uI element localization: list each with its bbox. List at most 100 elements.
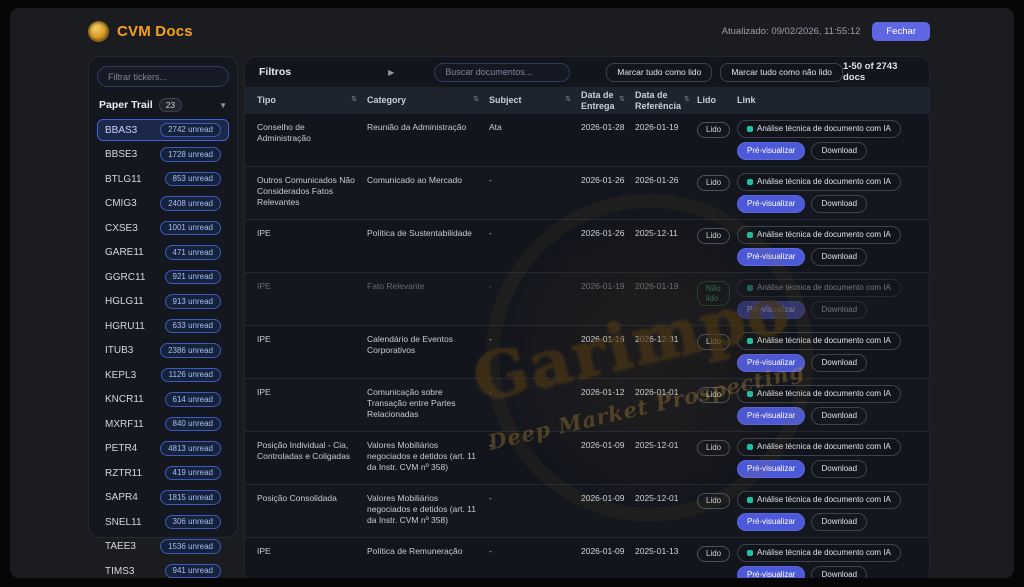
ai-icon: [747, 444, 753, 450]
preview-button[interactable]: Pré-visualizar: [737, 513, 806, 531]
unread-count-badge: 840 unread: [164, 416, 221, 432]
sidebar-ticker-item[interactable]: BBAS3 2742 unread: [97, 119, 229, 142]
cell-subject: -: [489, 387, 492, 397]
sidebar-ticker-item[interactable]: RZTR11 419 unread: [97, 462, 229, 484]
ai-icon: [747, 126, 753, 132]
ai-analysis-button[interactable]: Análise técnica de documento com IA: [737, 332, 901, 350]
cell-subject: -: [489, 175, 492, 185]
chevron-right-icon[interactable]: ▶: [388, 67, 395, 77]
paper-trail-header[interactable]: Paper Trail 23 ▼: [99, 98, 227, 113]
sidebar-ticker-item[interactable]: KEPL3 1126 unread: [97, 364, 229, 386]
download-button[interactable]: Download: [811, 142, 868, 160]
mark-all-unread-button[interactable]: Marcar tudo como não lido: [720, 62, 843, 82]
unread-count-badge: 2742 unread: [160, 122, 221, 138]
document-search-input[interactable]: [434, 62, 571, 82]
sidebar-ticker-item[interactable]: MXRF11 840 unread: [97, 413, 229, 435]
sidebar-ticker-item[interactable]: PETR4 4813 unread: [97, 438, 229, 460]
ai-analysis-button[interactable]: Análise técnica de documento com IA: [737, 279, 901, 297]
sidebar-ticker-item[interactable]: CMIG3 2408 unread: [97, 193, 229, 215]
column-header-category[interactable]: Category ⇅: [367, 95, 479, 106]
ai-analysis-button[interactable]: Análise técnica de documento com IA: [737, 385, 901, 403]
preview-button[interactable]: Pré-visualizar: [737, 142, 806, 160]
table-row: Posição Individual - Cia, Controladas e …: [245, 431, 929, 484]
column-header-data-de-entrega[interactable]: Data de Entrega ⇅: [581, 90, 625, 111]
cell-subject: -: [489, 493, 492, 503]
sort-icon[interactable]: ⇅: [351, 96, 357, 104]
preview-button[interactable]: Pré-visualizar: [737, 407, 806, 425]
cell-link: Análise técnica de documento com IA Pré-…: [737, 544, 917, 578]
preview-button[interactable]: Pré-visualizar: [737, 354, 806, 372]
sidebar-ticker-item[interactable]: SAPR4 1815 unread: [97, 487, 229, 509]
read-status-badge: Lido: [697, 228, 731, 244]
ai-analysis-button[interactable]: Análise técnica de documento com IA: [737, 544, 901, 562]
preview-button[interactable]: Pré-visualizar: [737, 301, 806, 319]
cell-tipo: Conselho de Administração: [257, 122, 311, 144]
download-button[interactable]: Download: [811, 248, 868, 266]
ticker-list: BBAS3 2742 unread BBSE3 1728 unread BTLG…: [97, 119, 229, 578]
preview-button[interactable]: Pré-visualizar: [737, 566, 806, 578]
preview-button[interactable]: Pré-visualizar: [737, 195, 806, 213]
sidebar-ticker-item[interactable]: SNEL11 306 unread: [97, 511, 229, 533]
ai-analysis-button[interactable]: Análise técnica de documento com IA: [737, 438, 901, 456]
cell-data-referencia: 2026-12-31: [635, 334, 679, 344]
ai-icon: [747, 179, 753, 185]
garimpo-logo-icon: [88, 20, 109, 42]
sidebar-ticker-item[interactable]: TIMS3 941 unread: [97, 560, 229, 578]
cell-tipo: Outros Comunicados Não Considerados Fato…: [257, 175, 355, 208]
download-button[interactable]: Download: [811, 460, 868, 478]
cell-category: Política de Remuneração: [367, 546, 463, 556]
cell-data-entrega: 2026-01-28: [581, 122, 625, 132]
column-header-lido: Lido: [697, 95, 716, 106]
ticker-filter-input[interactable]: [97, 66, 229, 87]
sidebar-ticker-item[interactable]: HGRU11 633 unread: [97, 315, 229, 337]
sidebar-ticker-item[interactable]: GARE11 471 unread: [97, 242, 229, 264]
cell-data-entrega: 2026-01-26: [581, 228, 625, 238]
ai-analysis-button[interactable]: Análise técnica de documento com IA: [737, 120, 901, 138]
sidebar-ticker-item[interactable]: HGLG11 913 unread: [97, 291, 229, 313]
download-button[interactable]: Download: [811, 407, 868, 425]
sidebar-ticker-item[interactable]: BBSE3 1728 unread: [97, 144, 229, 166]
unread-count-badge: 419 unread: [164, 465, 221, 481]
table-header-row: Tipo ⇅ Category ⇅ Subject ⇅ Data de Entrega ⇅ Da…: [245, 87, 929, 114]
cell-data-referencia: 2025-01-13: [635, 546, 679, 556]
column-header-subject[interactable]: Subject ⇅: [489, 95, 571, 106]
sort-icon[interactable]: ⇅: [473, 96, 479, 104]
cell-lido: Lido: [697, 173, 731, 191]
cell-subject: -: [489, 281, 492, 291]
sidebar-ticker-item[interactable]: KNCR11 614 unread: [97, 389, 229, 411]
sort-icon[interactable]: ⇅: [565, 96, 571, 104]
chevron-down-icon[interactable]: ▼: [219, 100, 227, 110]
column-header-data-de-refer-ncia[interactable]: Data de Referência ⇅: [635, 90, 690, 111]
cell-subject: -: [489, 546, 492, 556]
download-button[interactable]: Download: [811, 566, 868, 578]
sidebar-ticker-item[interactable]: ITUB3 2386 unread: [97, 340, 229, 362]
cell-link: Análise técnica de documento com IA Pré-…: [737, 438, 917, 478]
sidebar-ticker-item[interactable]: TAEE3 1536 unread: [97, 536, 229, 558]
cell-lido: Lido: [697, 385, 731, 403]
download-button[interactable]: Download: [811, 354, 868, 372]
download-button[interactable]: Download: [811, 513, 868, 531]
sidebar-ticker-item[interactable]: BTLG11 853 unread: [97, 168, 229, 190]
preview-button[interactable]: Pré-visualizar: [737, 460, 806, 478]
ai-analysis-button[interactable]: Análise técnica de documento com IA: [737, 173, 901, 191]
app-header: CVM Docs Atualizado: 09/02/2026, 11:55:1…: [88, 8, 930, 50]
cell-link: Análise técnica de documento com IA Pré-…: [737, 385, 917, 425]
ai-analysis-button[interactable]: Análise técnica de documento com IA: [737, 491, 901, 509]
mark-all-read-button[interactable]: Marcar tudo como lido: [606, 62, 713, 82]
read-status-badge: Lido: [697, 493, 731, 509]
ai-analysis-button[interactable]: Análise técnica de documento com IA: [737, 226, 901, 244]
column-header-tipo[interactable]: Tipo ⇅: [257, 95, 357, 106]
cell-category: Valores Mobiliários negociados e detidos…: [367, 493, 476, 526]
download-button[interactable]: Download: [811, 301, 868, 319]
ticker-symbol: HGRU11: [105, 320, 145, 332]
download-button[interactable]: Download: [811, 195, 868, 213]
sort-icon[interactable]: ⇅: [684, 96, 690, 104]
ticker-symbol: BBSE3: [105, 149, 138, 161]
documents-panel: Filtros ▶ Marcar tudo como lido Marcar t…: [244, 56, 930, 578]
sort-icon[interactable]: ⇅: [619, 96, 625, 104]
sidebar-ticker-item[interactable]: CXSE3 1001 unread: [97, 217, 229, 239]
preview-button[interactable]: Pré-visualizar: [737, 248, 806, 266]
close-button[interactable]: Fechar: [872, 21, 930, 41]
sidebar-ticker-item[interactable]: GGRC11 921 unread: [97, 266, 229, 288]
cell-data-entrega: 2026-01-09: [581, 440, 625, 450]
